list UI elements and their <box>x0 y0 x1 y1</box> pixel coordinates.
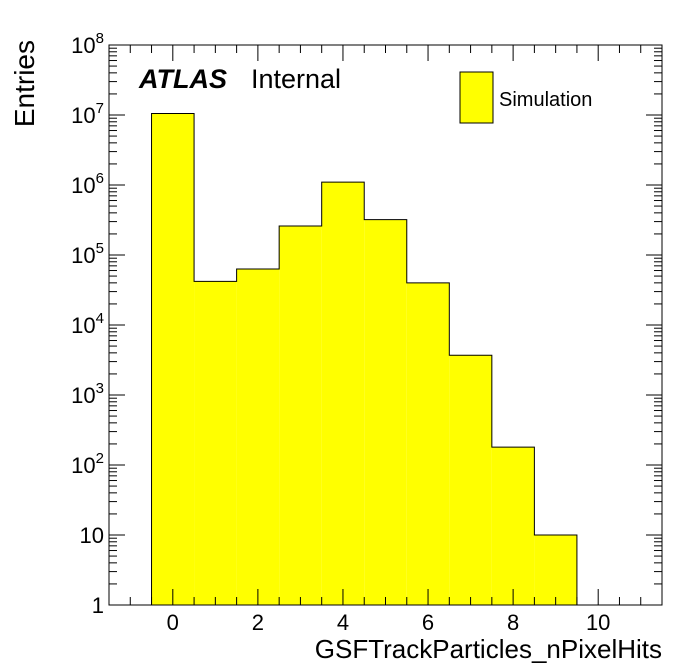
x-axis-title: GSFTrackParticles_nPixelHits <box>315 634 662 664</box>
y-tick-label: 103 <box>71 380 104 408</box>
histogram-bar <box>364 219 407 605</box>
x-tick-label: 2 <box>252 610 264 635</box>
y-tick-label: 104 <box>71 310 104 338</box>
histogram-bars <box>151 113 578 606</box>
y-axis-title: Entries <box>9 40 40 127</box>
y-tick-label: 1 <box>92 593 104 618</box>
legend: Simulation <box>459 71 592 124</box>
y-tick-label: 102 <box>71 450 104 478</box>
x-tick-label: 0 <box>167 610 179 635</box>
y-tick-label: 105 <box>71 240 104 268</box>
y-tick-label: 107 <box>71 100 104 128</box>
x-tick-label: 4 <box>337 610 349 635</box>
y-tick-label: 108 <box>71 30 104 58</box>
histogram-bar <box>449 355 492 605</box>
histogram-bar <box>236 269 280 605</box>
y-tick-label: 106 <box>71 170 104 198</box>
status-label: Internal <box>251 64 341 94</box>
x-tick-labels: 0 2 4 6 8 10 <box>167 610 611 635</box>
histogram-bar <box>321 182 365 605</box>
histogram-bar <box>406 282 450 605</box>
plot-frame <box>108 44 663 606</box>
histogram-bar <box>279 225 322 606</box>
y-tick-label: 10 <box>80 523 104 548</box>
y-tick-labels: 1 10 102 103 104 105 106 107 108 <box>71 30 104 618</box>
x-tick-label: 10 <box>586 610 610 635</box>
x-tick-label: 8 <box>507 610 519 635</box>
atlas-label: ATLAS <box>138 64 227 94</box>
axis-ticks <box>108 44 663 606</box>
histogram-bar <box>194 281 237 605</box>
legend-swatch <box>459 71 494 124</box>
histogram-bar <box>534 535 577 605</box>
legend-label: Simulation <box>499 89 592 111</box>
histogram-outline <box>151 113 578 605</box>
histogram-bar <box>491 447 535 605</box>
x-tick-label: 6 <box>422 610 434 635</box>
histogram-bar <box>151 113 195 605</box>
